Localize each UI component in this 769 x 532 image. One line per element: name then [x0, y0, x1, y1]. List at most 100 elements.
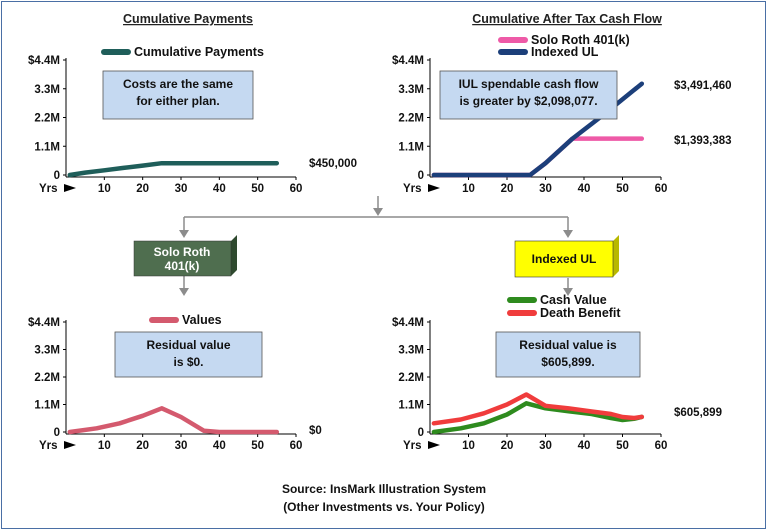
x-tick-label: 40 — [578, 183, 591, 195]
roth-down-arrow — [179, 288, 189, 296]
callout-text: Costs are the same — [123, 77, 233, 91]
y-tick-label: 0 — [54, 427, 60, 439]
x-tick-label: 20 — [136, 183, 149, 195]
legend-label: Values — [182, 313, 222, 327]
x-tick-label: 60 — [290, 440, 303, 452]
y-tick-label: $4.4M — [392, 317, 424, 329]
x-tick-label: 60 — [655, 183, 668, 195]
x-axis-unit-label: Yrs — [39, 440, 58, 452]
y-tick-label: 3.3M — [34, 84, 60, 96]
x-axis-arrow — [64, 184, 76, 192]
source-line-2: (Other Investments vs. Your Policy) — [283, 500, 485, 514]
x-tick-label: 40 — [213, 440, 226, 452]
callout-text: is greater by $2,098,077. — [459, 94, 597, 108]
callout-box — [114, 331, 263, 378]
y-tick-label: 2.2M — [34, 113, 60, 125]
callout-text: IUL spendable cash flow — [459, 77, 599, 91]
series-line-1 — [67, 160, 280, 178]
iul-down-arrow — [563, 288, 573, 296]
x-axis-unit-label: Yrs — [403, 183, 422, 195]
x-axis-unit-label: Yrs — [39, 183, 58, 195]
x-axis-arrow — [64, 441, 76, 449]
y-tick-label: $4.4M — [392, 55, 424, 67]
x-tick-label: 30 — [539, 440, 552, 452]
y-tick-label: 3.3M — [34, 345, 60, 357]
x-tick-label: 30 — [175, 440, 188, 452]
callout-text: for either plan. — [136, 94, 219, 108]
x-tick-label: 50 — [616, 440, 629, 452]
y-tick-label: 1.1M — [34, 141, 60, 153]
chart-panel-1: Cumulative Payments $4.4M 3.3M 2.2M 1.1M 0Yrs… — [28, 12, 357, 195]
y-tick-label: 0 — [418, 427, 424, 439]
roth-box-label-line2: 401(k) — [165, 259, 200, 273]
roth-box-face — [133, 240, 232, 277]
legend-label: Death Benefit — [540, 306, 621, 320]
connector-stem-arrow — [373, 208, 383, 216]
roth-box-label-line1: Solo Roth — [154, 245, 211, 259]
callout-text: Residual value is — [519, 338, 617, 352]
y-tick-label: 1.1M — [398, 400, 424, 412]
iul-plan-box: Indexed UL — [514, 235, 619, 278]
x-axis-unit-label: Yrs — [403, 440, 422, 452]
x-tick-label: 10 — [98, 440, 111, 452]
x-tick-label: 30 — [175, 183, 188, 195]
legend-label: Solo Roth 401(k) — [531, 33, 630, 47]
x-tick-label: 10 — [462, 440, 475, 452]
callout-text: $605,899. — [541, 355, 594, 369]
y-tick-label: $4.4M — [28, 317, 60, 329]
callout-text: is $0. — [173, 355, 203, 369]
y-tick-label: 1.1M — [398, 141, 424, 153]
connector-lines — [179, 196, 573, 296]
end-value-label: $605,899 — [674, 407, 722, 419]
callout-box — [495, 331, 641, 378]
source-line-1: Source: InsMark Illustration System — [282, 482, 486, 496]
y-tick-label: 1.1M — [34, 400, 60, 412]
x-tick-label: 30 — [539, 183, 552, 195]
end-value-label: $450,000 — [309, 158, 357, 170]
y-tick-label: 2.2M — [398, 372, 424, 384]
x-tick-label: 40 — [213, 183, 226, 195]
x-tick-label: 40 — [578, 440, 591, 452]
y-tick-label: 3.3M — [398, 345, 424, 357]
x-tick-label: 20 — [501, 440, 514, 452]
y-tick-label: 2.2M — [34, 372, 60, 384]
chart-title: Cumulative After Tax Cash Flow — [472, 12, 662, 26]
series-line-1 — [431, 401, 645, 435]
x-tick-label: 20 — [136, 440, 149, 452]
chart-title: Cumulative Payments — [123, 12, 253, 26]
x-tick-label: 60 — [655, 440, 668, 452]
end-value-label: $1,393,383 — [674, 135, 732, 147]
x-tick-label: 10 — [462, 183, 475, 195]
x-axis-arrow — [428, 184, 440, 192]
x-tick-label: 50 — [251, 440, 264, 452]
roth-plan-box: Solo Roth 401(k) — [133, 235, 237, 277]
y-tick-label: 0 — [418, 170, 424, 182]
connector-left-arrow — [179, 230, 189, 238]
y-tick-label: 3.3M — [398, 84, 424, 96]
callout-box — [102, 70, 254, 120]
x-axis-arrow — [428, 441, 440, 449]
end-value-label: $3,491,460 — [674, 80, 732, 92]
x-tick-label: 10 — [98, 183, 111, 195]
x-tick-label: 50 — [616, 183, 629, 195]
legend-label: Cumulative Payments — [134, 45, 264, 59]
series-line-2 — [431, 392, 645, 426]
legend-label: Indexed UL — [531, 45, 599, 59]
x-tick-label: 20 — [501, 183, 514, 195]
x-tick-label: 50 — [251, 183, 264, 195]
y-tick-label: 0 — [54, 170, 60, 182]
end-value-label: $0 — [309, 425, 322, 437]
legend-label: Cash Value — [540, 293, 607, 307]
callout-box — [439, 70, 618, 120]
chart-panel-2: Cumulative After Tax Cash Flow $4.4M 3.3M 2… — [392, 12, 732, 195]
iul-box-face — [514, 240, 614, 278]
y-tick-label: $4.4M — [28, 55, 60, 67]
y-tick-label: 2.2M — [398, 113, 424, 125]
iul-box-label: Indexed UL — [532, 252, 597, 266]
series-line-1 — [67, 406, 280, 435]
connector-right-arrow — [563, 230, 573, 238]
